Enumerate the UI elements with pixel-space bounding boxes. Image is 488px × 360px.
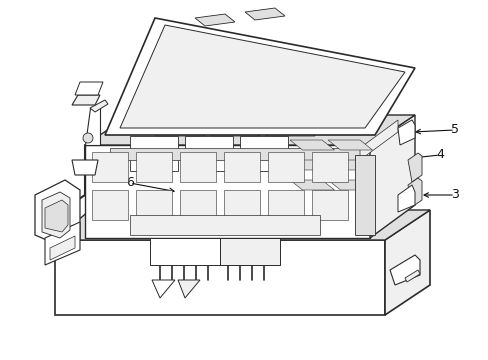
Text: 6: 6 (126, 176, 134, 189)
Polygon shape (327, 140, 372, 150)
Polygon shape (45, 222, 80, 265)
Polygon shape (327, 180, 372, 190)
Text: 4: 4 (435, 148, 443, 162)
Polygon shape (327, 120, 372, 130)
Text: 3: 3 (450, 189, 458, 202)
Bar (92, 152, 128, 182)
Bar (267, 190, 304, 220)
Polygon shape (397, 185, 414, 212)
Polygon shape (55, 210, 429, 240)
Polygon shape (75, 82, 103, 95)
Polygon shape (178, 280, 200, 298)
Text: 5: 5 (450, 123, 458, 136)
Polygon shape (105, 18, 414, 135)
Polygon shape (120, 25, 404, 128)
Polygon shape (152, 280, 175, 298)
Bar (92, 190, 128, 220)
Polygon shape (130, 115, 204, 136)
Polygon shape (150, 238, 220, 265)
Polygon shape (327, 160, 372, 170)
Polygon shape (354, 155, 374, 235)
Bar (136, 190, 172, 220)
Polygon shape (404, 270, 419, 282)
Polygon shape (35, 180, 80, 248)
Polygon shape (110, 148, 359, 160)
Polygon shape (195, 14, 235, 26)
Polygon shape (184, 115, 260, 136)
Bar (136, 152, 172, 182)
Polygon shape (184, 136, 232, 171)
Polygon shape (359, 120, 397, 160)
Polygon shape (289, 120, 334, 130)
Polygon shape (72, 95, 100, 105)
Polygon shape (407, 153, 421, 182)
Polygon shape (85, 108, 100, 145)
Polygon shape (85, 145, 369, 238)
Bar (224, 152, 260, 182)
Polygon shape (240, 115, 314, 136)
Polygon shape (289, 140, 334, 150)
Polygon shape (289, 180, 334, 190)
Polygon shape (130, 136, 178, 171)
Polygon shape (244, 8, 285, 20)
Polygon shape (90, 100, 108, 112)
Bar (311, 190, 347, 220)
Polygon shape (389, 255, 419, 285)
Polygon shape (384, 210, 429, 315)
Polygon shape (397, 120, 414, 145)
Polygon shape (289, 160, 334, 170)
Polygon shape (42, 192, 70, 238)
Text: 1: 1 (353, 94, 361, 107)
Polygon shape (72, 160, 98, 175)
Polygon shape (45, 200, 68, 232)
Polygon shape (85, 115, 414, 145)
Text: 2: 2 (385, 78, 393, 91)
Circle shape (83, 133, 93, 143)
Polygon shape (50, 236, 75, 260)
Polygon shape (55, 240, 384, 315)
Polygon shape (407, 178, 421, 207)
Bar (311, 152, 347, 182)
Bar (224, 190, 260, 220)
Bar (180, 152, 216, 182)
Polygon shape (369, 115, 414, 238)
Bar (180, 190, 216, 220)
Polygon shape (220, 238, 280, 265)
Polygon shape (240, 136, 287, 171)
Polygon shape (130, 215, 319, 235)
Bar (267, 152, 304, 182)
